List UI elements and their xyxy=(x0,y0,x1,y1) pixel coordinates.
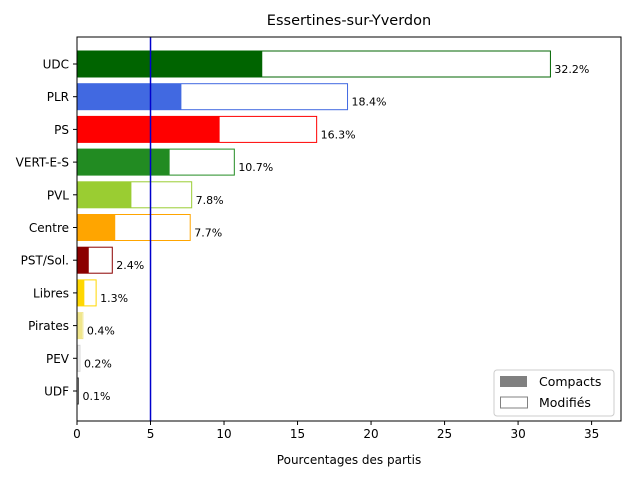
bar-compact-centre xyxy=(77,214,116,241)
data-label: 0.4% xyxy=(87,325,115,338)
legend-swatch-modifies xyxy=(500,396,528,409)
x-tick-label: 35 xyxy=(584,427,599,441)
bar-compact-udc xyxy=(77,51,263,77)
legend: Compacts Modifiés xyxy=(493,369,615,417)
data-label: 7.8% xyxy=(196,194,224,207)
x-tick-label: 0 xyxy=(73,427,81,441)
legend-swatch-compacts xyxy=(500,376,527,387)
y-tick-label: UDC xyxy=(43,58,69,72)
data-label: 32.2% xyxy=(554,63,589,76)
y-tick-label: UDF xyxy=(44,385,69,399)
x-axis-label: Pourcentages des partis xyxy=(277,453,421,467)
bar-compact-pvl xyxy=(77,181,132,208)
data-label: 0.1% xyxy=(82,390,110,403)
data-label: 1.3% xyxy=(100,292,128,305)
data-label: 7.7% xyxy=(194,227,222,240)
y-tick-label: Centre xyxy=(29,221,69,235)
legend-label-modifies: Modifiés xyxy=(539,395,591,410)
bars-layer: 32.2% 18.4% 16.3% 10.7% 7.8% 7.7% 2.4% 1.3% 0.4%… xyxy=(76,50,589,405)
y-tick-label: VERT-E-S xyxy=(16,156,69,170)
x-tick-label: 20 xyxy=(363,427,378,441)
x-tick-label: 5 xyxy=(147,427,155,441)
y-tick-label: PS xyxy=(54,123,69,137)
bar-compact-libres xyxy=(77,279,85,306)
bar-compact-pev xyxy=(77,345,79,372)
data-label: 18.4% xyxy=(352,96,387,109)
y-tick-label: Libres xyxy=(33,286,69,300)
axes-layer: 0 5 10 15 20 25 30 35 UDC PLR PS VERT-E-S PVL Centre P… xyxy=(16,36,622,441)
bar-compact-pirates xyxy=(77,312,83,339)
x-tick-label: 30 xyxy=(510,427,525,441)
bar-compact-ps xyxy=(77,116,220,143)
y-tick-label: PLR xyxy=(47,90,69,104)
data-label: 16.3% xyxy=(321,128,356,141)
bar-compact-plr xyxy=(77,83,182,110)
bar-compact-vert-e-s xyxy=(77,149,170,176)
data-label: 10.7% xyxy=(238,161,273,174)
data-label: 0.2% xyxy=(84,357,112,370)
x-tick-label: 10 xyxy=(216,427,231,441)
plot-frame xyxy=(76,36,622,422)
y-tick-label: Pirates xyxy=(28,319,69,333)
y-tick-label: PEV xyxy=(46,352,70,366)
y-tick-label: PVL xyxy=(47,188,69,202)
legend-label-compacts: Compacts xyxy=(539,374,601,389)
bar-compact-pst-sol- xyxy=(77,247,89,274)
y-tick-label: PST/Sol. xyxy=(21,254,69,268)
x-tick-label: 15 xyxy=(290,427,305,441)
x-tick-label: 25 xyxy=(437,427,452,441)
chart-title: Essertines-sur-Yverdon xyxy=(267,13,431,29)
data-label: 2.4% xyxy=(116,259,144,272)
